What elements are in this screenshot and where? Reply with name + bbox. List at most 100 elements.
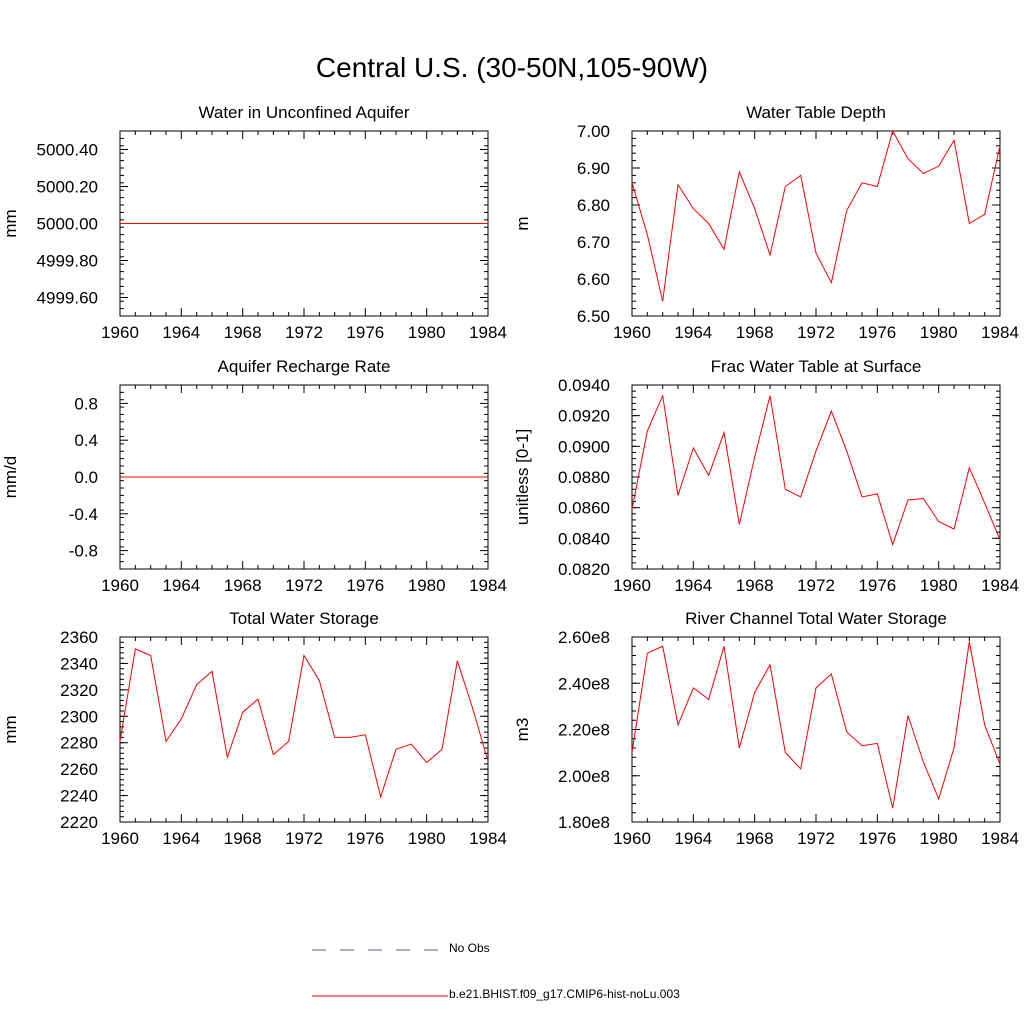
chart-panel-4: Frac Water Table at Surface unitless [0-1… [513,357,1019,595]
chart-panel-1: Water in Unconfined Aquifer mm 1960 1964 196… [1,103,507,342]
y-tick-label: 6.90 [577,159,610,178]
y-tick-label: -0.4 [69,505,98,524]
x-tick-label: 1964 [674,323,712,342]
x-tick-label: 1976 [858,829,896,848]
y-tick-label: 1.80e8 [558,813,610,832]
y-tick-label: 5000.40 [37,141,98,160]
panel-title: Water in Unconfined Aquifer [198,103,409,122]
y-tick-label: 6.80 [577,196,610,215]
plot-frame [631,636,1001,823]
x-tick-label: 1972 [285,829,323,848]
y-tick-label: 2.40e8 [558,674,610,693]
series-line-model [631,129,1001,302]
x-tick-label: 1968 [224,576,262,595]
x-tick-label: 1972 [285,576,323,595]
y-tick-label: 2240 [60,787,98,806]
x-tick-label: 1980 [408,576,446,595]
x-tick-label: 1984 [469,829,507,848]
y-tick-label: 2.20e8 [558,721,610,740]
series-line-model [631,641,1001,809]
y-tick-label: 2300 [60,707,98,726]
x-tick-label: 1960 [613,323,651,342]
x-tick-label: 1964 [162,829,200,848]
y-tick-label: 4999.80 [37,252,98,271]
y-axis-label: m3 [513,718,532,742]
panel-title: Frac Water Table at Surface [711,357,922,376]
x-tick-label: 1984 [981,323,1019,342]
y-tick-label: 0.0860 [558,499,610,518]
series-line-model [631,393,1001,547]
panel-title: River Channel Total Water Storage [685,609,947,628]
x-tick-label: 1964 [162,576,200,595]
plot-frame [119,636,489,823]
x-tick-label: 1972 [797,576,835,595]
y-tick-label: 0.0 [74,468,98,487]
x-tick-label: 1976 [346,323,384,342]
y-tick-label: 2280 [60,734,98,753]
x-tick-label: 1964 [674,829,712,848]
x-tick-label: 1980 [920,829,958,848]
x-tick-label: 1980 [408,829,446,848]
y-tick-label: 0.0880 [558,468,610,487]
x-tick-label: 1984 [981,829,1019,848]
y-axis-label: mm [1,715,20,743]
x-tick-label: 1976 [346,576,384,595]
x-tick-label: 1984 [981,576,1019,595]
legend-label-model: b.e21.BHIST.f09_g17.CMIP6-hist-noLu.003 [449,987,680,1001]
y-tick-label: 0.0820 [558,560,610,579]
panel-title: Total Water Storage [229,609,379,628]
y-tick-label: 6.70 [577,233,610,252]
y-tick-label: 4999.60 [37,289,98,308]
chart-panel-5: Total Water Storage mm 1960 1964 1968 1972 197… [1,609,507,848]
panel-title: Water Table Depth [746,103,886,122]
plot-frame [631,130,1001,317]
y-tick-label: 0.0900 [558,437,610,456]
y-tick-label: -0.8 [69,542,98,561]
chart-panel-3: Aquifer Recharge Rate mm/d 1960 1964 1968 197… [1,357,507,595]
x-tick-label: 1960 [613,576,651,595]
legend-swatch-model [312,995,448,997]
chart-panel-2: Water Table Depth m 1960 1964 1968 1972 1976 19… [513,103,1019,342]
y-tick-label: 2.60e8 [558,628,610,647]
figure-title: Central U.S. (30-50N,105-90W) [315,52,709,83]
y-axis-label: unitless [0-1] [513,429,532,525]
y-tick-label: 5000.20 [37,178,98,197]
series-line-model [119,648,489,799]
y-tick-label: 2340 [60,654,98,673]
y-axis-label: mm [1,209,20,237]
x-tick-label: 1980 [920,576,958,595]
x-tick-label: 1976 [858,576,896,595]
x-tick-label: 1960 [101,323,139,342]
x-tick-label: 1976 [346,829,384,848]
legend-label-obs: No Obs [449,941,490,955]
x-tick-label: 1976 [858,323,896,342]
y-tick-label: 2.00e8 [558,767,610,786]
y-tick-label: 2360 [60,628,98,647]
plot-frame [631,384,1001,570]
y-tick-label: 0.4 [74,431,98,450]
x-tick-label: 1980 [408,323,446,342]
x-tick-label: 1964 [674,576,712,595]
panel-title: Aquifer Recharge Rate [218,357,391,376]
x-tick-label: 1964 [162,323,200,342]
x-tick-label: 1968 [224,829,262,848]
y-tick-label: 6.50 [577,307,610,326]
y-tick-label: 5000.00 [37,215,98,234]
y-tick-label: 0.8 [74,394,98,413]
x-tick-label: 1972 [797,323,835,342]
x-tick-label: 1960 [613,829,651,848]
y-tick-label: 2320 [60,681,98,700]
x-tick-label: 1984 [469,323,507,342]
x-tick-label: 1968 [224,323,262,342]
y-tick-label: 7.00 [577,122,610,141]
x-tick-label: 1984 [469,576,507,595]
legend-swatch-obs [312,949,448,951]
y-axis-label: mm/d [1,456,20,499]
x-tick-label: 1960 [101,576,139,595]
x-tick-label: 1972 [285,323,323,342]
x-tick-label: 1980 [920,323,958,342]
y-tick-label: 0.0940 [558,376,610,395]
x-tick-label: 1968 [736,829,774,848]
